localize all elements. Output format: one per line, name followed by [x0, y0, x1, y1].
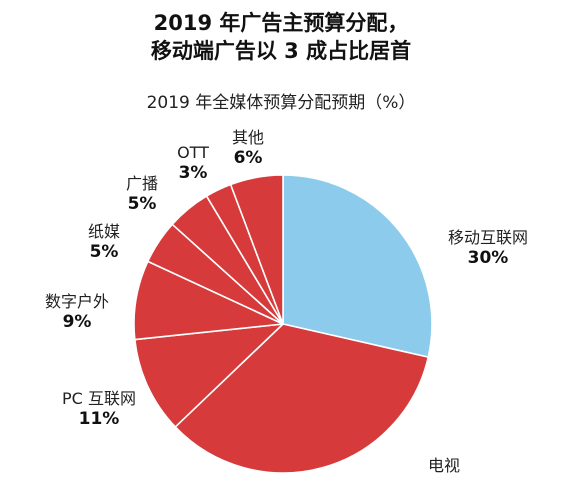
label-radio-name: 广播 [125, 174, 158, 193]
label-digital-outdoor-name: 数字户外 [44, 292, 109, 311]
pie-slice-1 [174, 323, 430, 474]
label-mobile-internet-value: 30% [467, 248, 509, 268]
label-tv: 电视 [414, 456, 474, 476]
label-digital-outdoor-value: 9% [62, 312, 92, 332]
label-print-value: 5% [89, 242, 119, 262]
label-ott: OTT 3% [163, 143, 223, 183]
label-other: 其他 6% [218, 128, 278, 168]
label-radio: 广播 5% [112, 174, 172, 214]
label-print: 纸媒 5% [74, 222, 134, 262]
label-other-value: 6% [233, 148, 263, 168]
label-mobile-internet: 移动互联网 30% [425, 228, 551, 268]
pie-slice-7 [229, 174, 284, 325]
label-other-name: 其他 [231, 128, 264, 147]
pie-slice-0 [282, 174, 433, 358]
label-radio-value: 5% [127, 194, 157, 214]
chart-title-line2: 移动端广告以 3 成占比居首 [150, 39, 412, 63]
label-digital-outdoor: 数字户外 9% [22, 292, 132, 332]
label-pc-internet: PC 互联网 11% [44, 389, 154, 429]
label-pc-internet-value: 11% [78, 409, 120, 429]
pie-slice-2 [134, 323, 284, 428]
label-ott-value: 3% [178, 163, 208, 183]
label-ott-name: OTT [177, 143, 209, 162]
label-pc-internet-name: PC 互联网 [62, 389, 136, 408]
label-tv-name: 电视 [427, 456, 460, 475]
chart-subtitle: 2019 年全媒体预算分配预期（%） [146, 93, 416, 113]
label-mobile-internet-name: 移动互联网 [447, 228, 528, 247]
chart-title-line1: 2019 年广告主预算分配， [153, 11, 409, 35]
label-print-name: 纸媒 [87, 222, 120, 241]
